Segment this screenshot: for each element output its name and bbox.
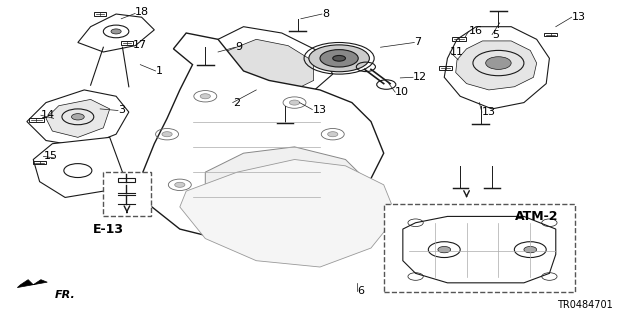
Bar: [121, 41, 132, 45]
Bar: [94, 12, 106, 16]
Circle shape: [486, 57, 511, 69]
Polygon shape: [141, 33, 384, 242]
Text: 15: 15: [44, 151, 58, 161]
Circle shape: [72, 114, 84, 120]
Polygon shape: [456, 41, 537, 90]
Text: TR0484701: TR0484701: [557, 300, 612, 310]
Circle shape: [200, 94, 211, 99]
FancyBboxPatch shape: [384, 204, 575, 292]
Circle shape: [289, 100, 300, 105]
Polygon shape: [218, 39, 314, 93]
Polygon shape: [193, 27, 333, 103]
Text: 6: 6: [357, 286, 364, 296]
Text: 9: 9: [236, 42, 243, 52]
Circle shape: [315, 182, 325, 187]
Circle shape: [524, 247, 537, 253]
Polygon shape: [444, 27, 549, 109]
Bar: [33, 161, 46, 164]
Circle shape: [328, 132, 338, 137]
Ellipse shape: [309, 45, 369, 72]
Circle shape: [175, 182, 185, 187]
Circle shape: [438, 247, 451, 253]
Text: 7: 7: [414, 38, 421, 48]
Polygon shape: [403, 216, 556, 283]
Text: 17: 17: [133, 40, 147, 50]
Ellipse shape: [320, 50, 358, 67]
Text: ATM-2: ATM-2: [515, 210, 559, 223]
Polygon shape: [27, 90, 129, 147]
Bar: [29, 118, 44, 122]
Text: 13: 13: [482, 107, 496, 117]
Bar: [544, 33, 557, 36]
Text: 3: 3: [118, 106, 125, 115]
Text: 13: 13: [572, 12, 586, 22]
Text: 13: 13: [312, 105, 326, 115]
Polygon shape: [180, 160, 396, 267]
Circle shape: [111, 29, 121, 34]
Text: 14: 14: [41, 110, 55, 120]
Text: 12: 12: [413, 72, 427, 82]
Text: 8: 8: [322, 9, 329, 19]
Text: 10: 10: [395, 87, 409, 97]
Bar: [452, 37, 466, 41]
Text: 16: 16: [468, 26, 483, 36]
Text: 11: 11: [450, 47, 464, 57]
Bar: [118, 178, 134, 182]
Polygon shape: [33, 137, 122, 197]
Circle shape: [162, 132, 172, 137]
Polygon shape: [17, 280, 47, 287]
Polygon shape: [46, 100, 109, 137]
Polygon shape: [78, 14, 154, 52]
Text: 5: 5: [492, 30, 499, 40]
Text: FR.: FR.: [54, 290, 75, 300]
Bar: [439, 66, 452, 70]
FancyBboxPatch shape: [103, 172, 151, 216]
Ellipse shape: [333, 56, 346, 61]
Text: 2: 2: [233, 98, 240, 108]
Text: 18: 18: [135, 7, 149, 18]
Text: E-13: E-13: [93, 223, 124, 235]
Text: 1: 1: [156, 66, 163, 76]
Circle shape: [239, 214, 248, 219]
Polygon shape: [205, 147, 371, 242]
